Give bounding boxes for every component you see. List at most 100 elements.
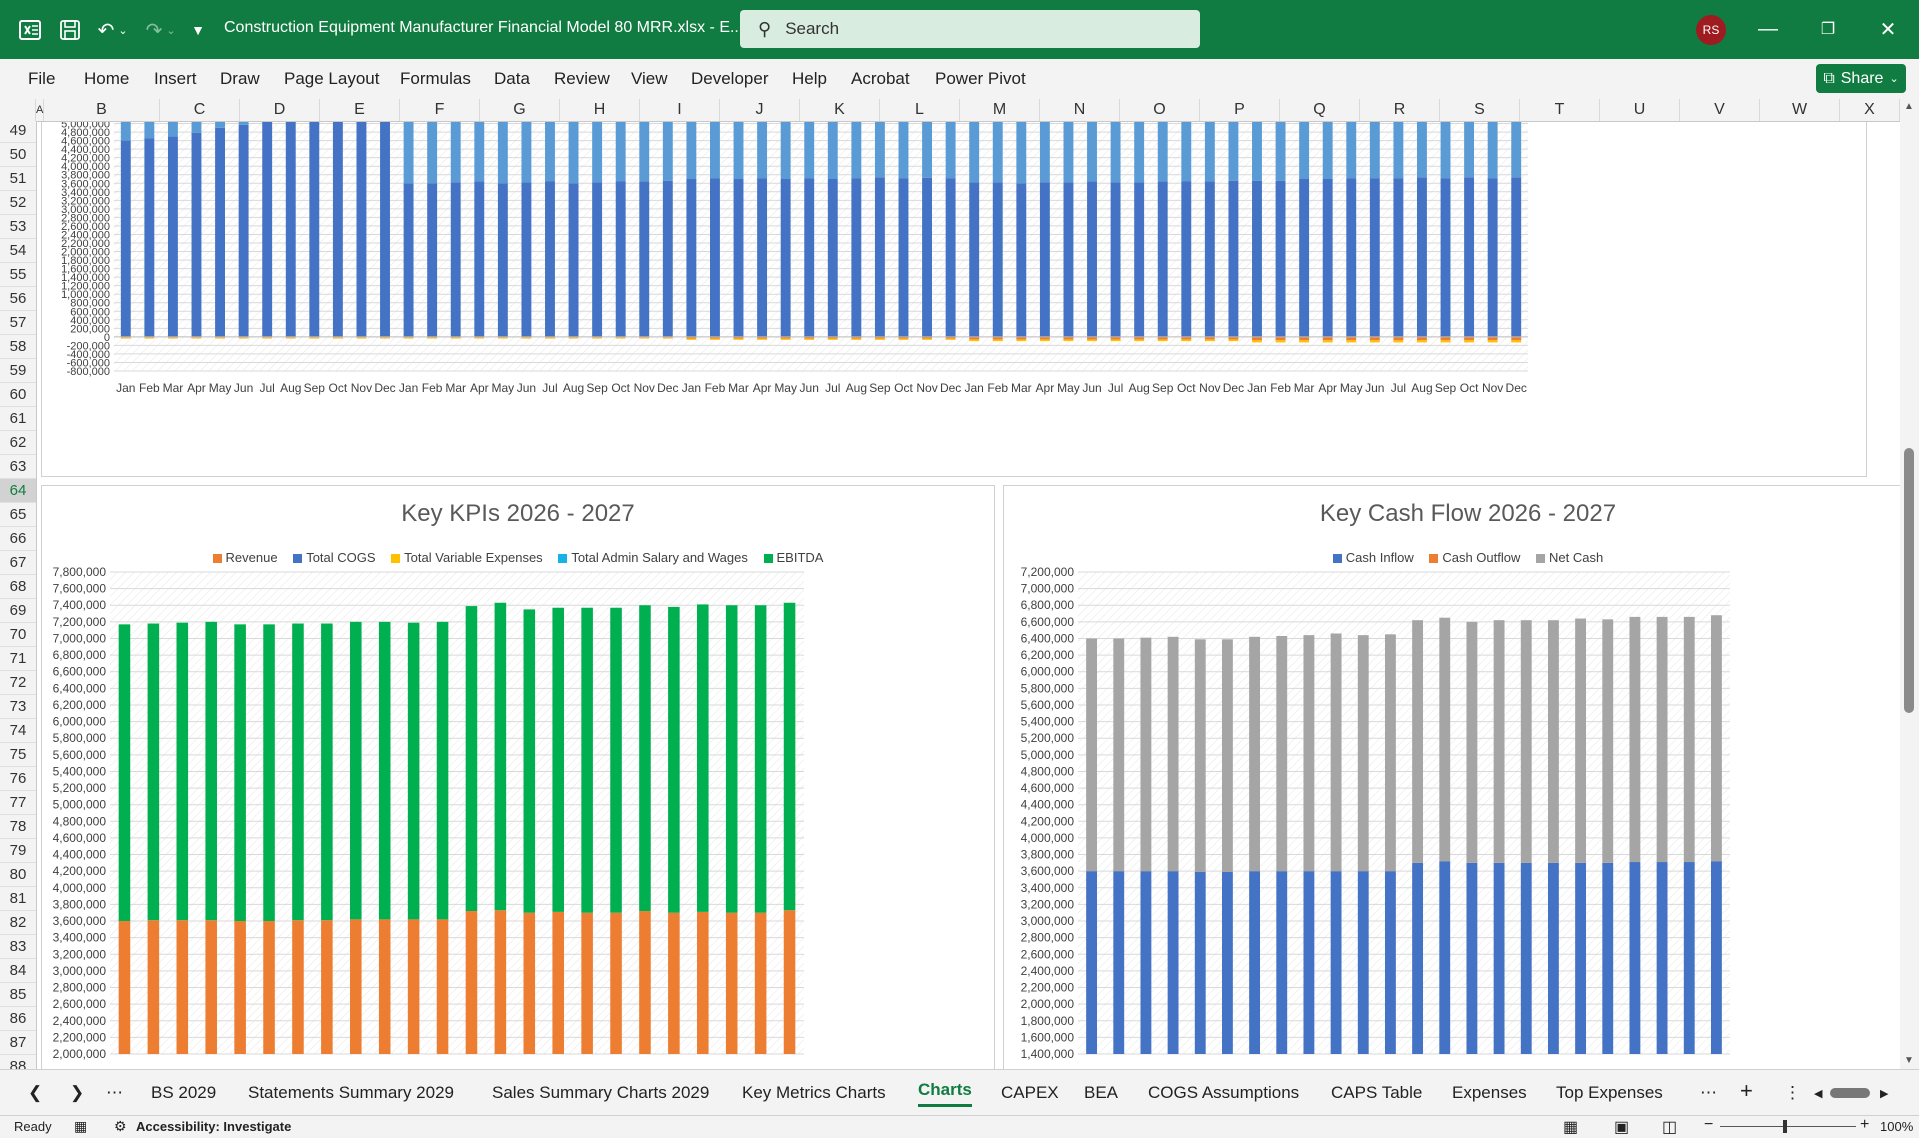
tab-page-layout[interactable]: Page Layout: [284, 69, 380, 88]
row-header-52[interactable]: 52: [0, 191, 36, 215]
accessibility-icon[interactable]: ⚙: [114, 1118, 127, 1134]
column-header-g[interactable]: G: [480, 99, 560, 121]
row-header-88[interactable]: 88: [0, 1055, 36, 1069]
undo-icon[interactable]: ↶: [97, 19, 115, 42]
row-header-86[interactable]: 86: [0, 1007, 36, 1031]
chart-key-cash-flow[interactable]: Key Cash Flow 2026 - 2027 Cash Inflow Ca…: [1003, 485, 1900, 1069]
row-header-62[interactable]: 62: [0, 431, 36, 455]
zoom-out-icon[interactable]: −: [1704, 1116, 1714, 1133]
select-all-corner[interactable]: [0, 99, 36, 121]
tab-view[interactable]: View: [631, 69, 668, 88]
column-header-i[interactable]: I: [640, 99, 720, 121]
row-header-74[interactable]: 74: [0, 719, 36, 743]
row-header-83[interactable]: 83: [0, 935, 36, 959]
row-header-75[interactable]: 75: [0, 743, 36, 767]
column-header-u[interactable]: U: [1600, 99, 1680, 121]
column-header-r[interactable]: R: [1360, 99, 1440, 121]
minimize-icon[interactable]: —: [1758, 17, 1778, 40]
scroll-down-icon[interactable]: ▼: [1904, 1055, 1914, 1066]
row-header-76[interactable]: 76: [0, 767, 36, 791]
sheet-tab-caps-table[interactable]: CAPS Table: [1331, 1083, 1423, 1102]
close-icon[interactable]: ✕: [1879, 18, 1897, 41]
column-header-n[interactable]: N: [1040, 99, 1120, 121]
sheet-tab-bs-2029[interactable]: BS 2029: [151, 1083, 217, 1102]
sheet-tab-key-metrics-charts[interactable]: Key Metrics Charts: [742, 1083, 886, 1102]
tab-review[interactable]: Review: [554, 69, 610, 88]
row-header-71[interactable]: 71: [0, 647, 36, 671]
tab-help[interactable]: Help: [792, 69, 827, 88]
more-tabs-icon[interactable]: ⋯: [106, 1083, 123, 1102]
tab-developer[interactable]: Developer: [691, 69, 769, 88]
column-header-x[interactable]: X: [1840, 99, 1900, 121]
row-header-51[interactable]: 51: [0, 167, 36, 191]
add-sheet-icon[interactable]: +: [1740, 1078, 1753, 1103]
row-header-63[interactable]: 63: [0, 455, 36, 479]
column-header-q[interactable]: Q: [1280, 99, 1360, 121]
sheet-tab-cogs-assumptions[interactable]: COGS Assumptions: [1148, 1083, 1300, 1102]
tab-draw[interactable]: Draw: [220, 69, 260, 88]
column-header-d[interactable]: D: [240, 99, 320, 121]
scroll-tabs-left-icon[interactable]: ❮: [28, 1083, 43, 1102]
row-header-60[interactable]: 60: [0, 383, 36, 407]
row-header-81[interactable]: 81: [0, 887, 36, 911]
accessibility-status[interactable]: Accessibility: Investigate: [136, 1119, 292, 1134]
sheet-tab-charts[interactable]: Charts: [918, 1080, 972, 1107]
row-header-68[interactable]: 68: [0, 575, 36, 599]
row-header-61[interactable]: 61: [0, 407, 36, 431]
row-header-64[interactable]: 64: [0, 479, 36, 503]
row-header-82[interactable]: 82: [0, 911, 36, 935]
column-header-t[interactable]: T: [1520, 99, 1600, 121]
page-break-view-icon[interactable]: ◫: [1662, 1119, 1678, 1136]
row-header-66[interactable]: 66: [0, 527, 36, 551]
sheet-tab-expenses[interactable]: Expenses: [1452, 1083, 1527, 1102]
row-header-69[interactable]: 69: [0, 599, 36, 623]
worksheet-area[interactable]: -800,000 -600,000 -400,000 -200,000 0 200,000…: [37, 122, 1900, 1069]
avatar[interactable]: RS: [1696, 15, 1726, 45]
macro-record-icon[interactable]: ▦: [74, 1118, 88, 1134]
redo-icon[interactable]: ↷: [145, 19, 163, 42]
sheet-tab-top-expenses[interactable]: Top Expenses: [1556, 1083, 1663, 1102]
row-header-55[interactable]: 55: [0, 263, 36, 287]
zoom-slider-thumb[interactable]: [1783, 1120, 1787, 1133]
column-header-m[interactable]: M: [960, 99, 1040, 121]
column-header-v[interactable]: V: [1680, 99, 1760, 121]
vertical-scroll-thumb[interactable]: [1904, 448, 1914, 713]
undo-dropdown-icon[interactable]: ⌄: [118, 24, 128, 37]
chart-key-kpis[interactable]: Key KPIs 2026 - 2027 Revenue Total COGS …: [41, 485, 995, 1069]
row-header-67[interactable]: 67: [0, 551, 36, 575]
row-header-59[interactable]: 59: [0, 359, 36, 383]
column-header-e[interactable]: E: [320, 99, 400, 121]
page-layout-view-icon[interactable]: ▣: [1614, 1119, 1630, 1136]
row-header-72[interactable]: 72: [0, 671, 36, 695]
sheet-options-icon[interactable]: ⋮: [1784, 1083, 1801, 1102]
share-button[interactable]: ⧉ Share ⌄: [1816, 64, 1906, 93]
column-header-k[interactable]: K: [800, 99, 880, 121]
row-header-73[interactable]: 73: [0, 695, 36, 719]
row-header-65[interactable]: 65: [0, 503, 36, 527]
scroll-up-icon[interactable]: ▲: [1904, 101, 1914, 112]
column-header-f[interactable]: F: [400, 99, 480, 121]
column-header-s[interactable]: S: [1440, 99, 1520, 121]
row-header-58[interactable]: 58: [0, 335, 36, 359]
row-header-50[interactable]: 50: [0, 143, 36, 167]
row-header-87[interactable]: 87: [0, 1031, 36, 1055]
customize-toolbar-icon[interactable]: ▼: [191, 22, 205, 38]
sheet-tab-bea[interactable]: BEA: [1084, 1083, 1119, 1102]
tab-power-pivot[interactable]: Power Pivot: [935, 69, 1026, 88]
tab-data[interactable]: Data: [494, 69, 530, 88]
zoom-slider[interactable]: [1720, 1126, 1856, 1127]
chart-monthly-stacked[interactable]: -800,000 -600,000 -400,000 -200,000 0 200,000…: [41, 122, 1867, 477]
scroll-tabs-right-icon[interactable]: ❯: [70, 1083, 85, 1102]
column-header-l[interactable]: L: [880, 99, 960, 121]
more-sheets-icon[interactable]: ⋯: [1700, 1083, 1717, 1102]
tab-formulas[interactable]: Formulas: [400, 69, 471, 88]
row-header-57[interactable]: 57: [0, 311, 36, 335]
column-header-j[interactable]: J: [720, 99, 800, 121]
row-header-85[interactable]: 85: [0, 983, 36, 1007]
row-header-56[interactable]: 56: [0, 287, 36, 311]
row-header-70[interactable]: 70: [0, 623, 36, 647]
column-header-p[interactable]: P: [1200, 99, 1280, 121]
hscroll-left-icon[interactable]: ◀: [1814, 1088, 1823, 1100]
row-header-78[interactable]: 78: [0, 815, 36, 839]
column-header-o[interactable]: O: [1120, 99, 1200, 121]
